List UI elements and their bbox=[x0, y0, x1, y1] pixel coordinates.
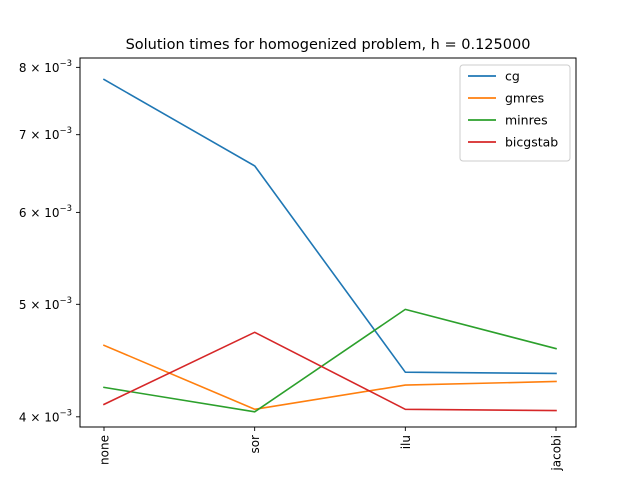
y-tick-label: 5 × 10−3 bbox=[19, 296, 72, 312]
x-tick-label: ilu bbox=[399, 435, 413, 449]
legend-label-gmres: gmres bbox=[505, 91, 544, 106]
legend: cg gmres minres bicgstab bbox=[459, 64, 571, 162]
y-axis: 4 × 10−3 5 × 10−3 6 × 10−3 7 × 10−3 8 × 10−3 bbox=[19, 59, 80, 424]
x-tick-label: jacobi bbox=[550, 435, 564, 472]
series-line-minres bbox=[103, 308, 557, 413]
legend-label-bicgstab: bicgstab bbox=[505, 135, 558, 150]
series-line-cg bbox=[102, 78, 557, 375]
y-tick-label: 7 × 10−3 bbox=[19, 126, 72, 142]
plot-frame bbox=[79, 57, 577, 428]
legend-label-minres: minres bbox=[505, 113, 548, 128]
y-tick-label: 8 × 10−3 bbox=[19, 59, 72, 75]
x-tick-label: sor bbox=[248, 435, 262, 454]
series-line-bicgstab bbox=[102, 331, 557, 412]
legend-label-cg: cg bbox=[505, 69, 520, 84]
series-line-gmres bbox=[102, 344, 557, 411]
series-layer bbox=[102, 78, 557, 413]
x-axis: none sor ilu jacobi bbox=[98, 427, 564, 472]
legend-box bbox=[459, 64, 571, 162]
y-tick-label: 6 × 10−3 bbox=[19, 204, 72, 220]
y-tick-label: 4 × 10−3 bbox=[19, 408, 72, 424]
x-tick-label: none bbox=[98, 435, 112, 465]
chart-title: Solution times for homogenized problem, … bbox=[126, 37, 531, 53]
